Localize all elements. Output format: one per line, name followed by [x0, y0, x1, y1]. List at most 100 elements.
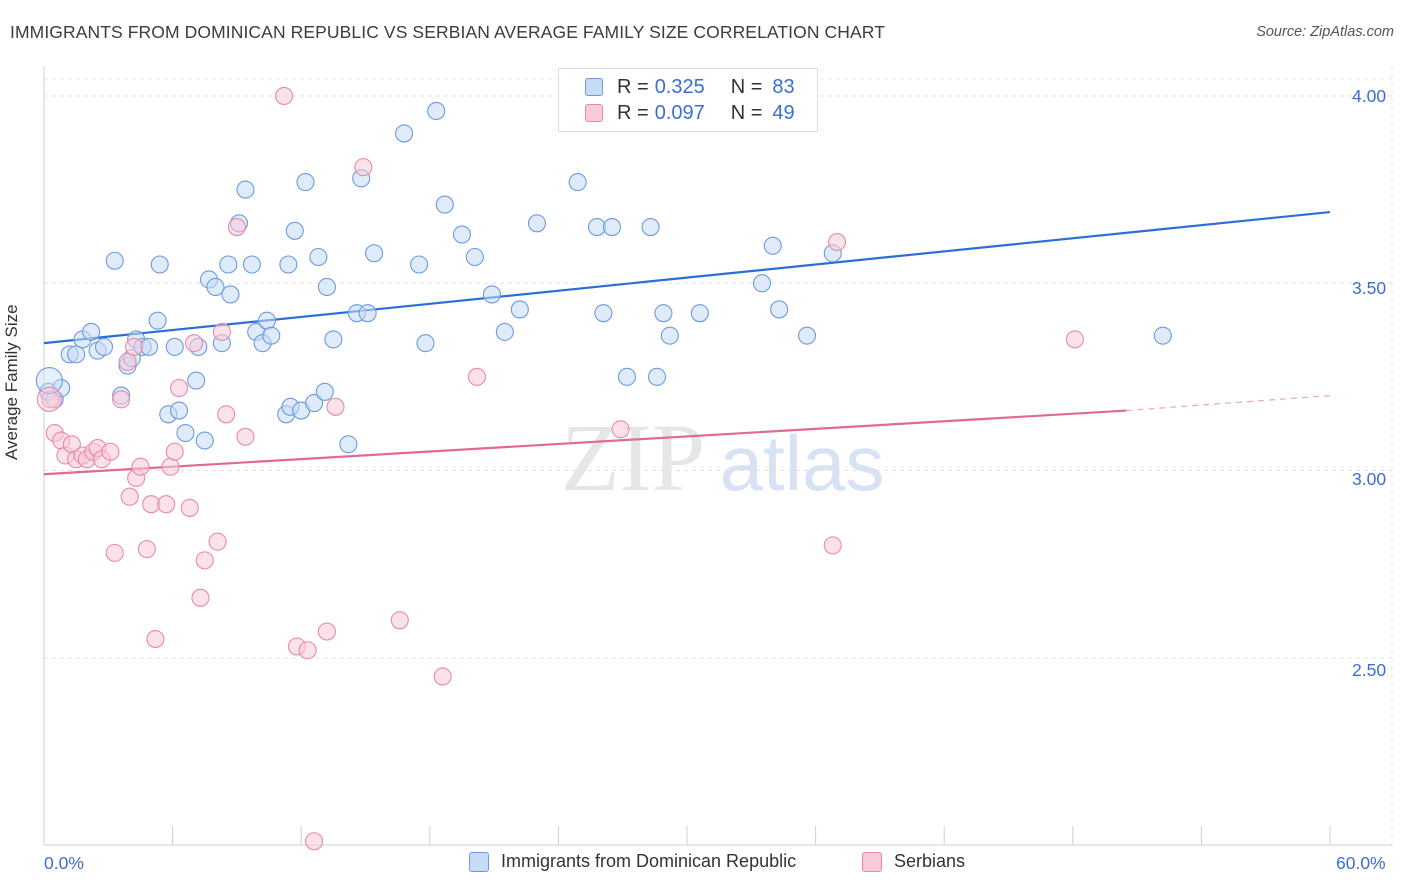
point-serbian [169, 379, 189, 398]
legend-n-label: N = [730, 101, 763, 124]
point-dominican [1153, 326, 1172, 345]
trend-extension-serbian [1126, 394, 1331, 412]
point-dominican [587, 217, 607, 237]
point-dominican [148, 311, 167, 330]
legend-swatch-serbian [585, 104, 603, 122]
point-dominican [416, 334, 435, 353]
point-serbian [298, 641, 317, 660]
point-dominican [309, 247, 328, 267]
x-tick-label-max: 60.0% [1336, 853, 1386, 873]
y-axis-label: Average Family Size [2, 304, 21, 460]
point-dominican [305, 394, 324, 413]
point-serbian [112, 390, 131, 409]
point-dominican [770, 300, 789, 319]
chart-title: IMMIGRANTS FROM DOMINICAN REPUBLIC VS SE… [10, 22, 886, 42]
trend-line-serbian [43, 409, 1127, 476]
point-dominican [617, 367, 637, 386]
series-legend-dominican[interactable]: Immigrants from Dominican Republic [469, 851, 796, 872]
x-tick-label-min: 0.0% [44, 853, 84, 873]
legend-row-dominican: R = 0.325 N = 83 [585, 75, 795, 99]
point-serbian [146, 629, 165, 649]
point-serbian [217, 405, 236, 424]
point-dominican [527, 214, 547, 233]
point-serbian [120, 487, 139, 506]
point-dominican [279, 255, 298, 274]
point-dominican [435, 195, 454, 214]
point-dominican [219, 255, 238, 274]
series-legend: Immigrants from Dominican Republic Serbi… [0, 851, 1406, 877]
point-dominican [257, 311, 276, 330]
point-serbian [36, 386, 62, 412]
point-serbian [275, 86, 294, 106]
point-dominican [410, 255, 429, 274]
point-dominican [169, 401, 189, 420]
point-dominican [236, 180, 255, 199]
point-serbian [137, 540, 156, 559]
legend-r-value-serbian: 0.097 [654, 101, 705, 124]
point-dominican [296, 173, 315, 192]
point-serbian [161, 457, 180, 476]
point-serbian [317, 622, 336, 641]
point-dominican [395, 124, 414, 143]
series-swatch-dominican [469, 851, 489, 872]
point-dominican [315, 382, 334, 401]
point-dominican [647, 367, 667, 386]
series-swatch-serbian [862, 851, 882, 872]
point-serbian [157, 495, 176, 514]
legend-r-value-dominican: 0.325 [654, 75, 705, 98]
legend-r-label: R = [617, 75, 649, 98]
point-dominican [35, 367, 63, 395]
point-serbian [467, 367, 487, 386]
point-dominican [602, 217, 622, 237]
correlation-legend: R = 0.325 N = 83 R = 0.097 N = 49 [558, 68, 818, 132]
data-points [35, 86, 1172, 851]
point-dominican [165, 337, 184, 356]
point-serbian [827, 232, 847, 252]
point-serbian [236, 427, 255, 446]
legend-n-label: N = [730, 75, 763, 98]
point-dominican [82, 322, 101, 341]
point-dominican [339, 435, 358, 454]
point-serbian [390, 611, 409, 630]
point-serbian [165, 442, 184, 461]
point-dominican [568, 173, 587, 192]
legend-r-label: R = [617, 101, 649, 124]
point-dominican [594, 304, 613, 323]
point-serbian [354, 158, 373, 177]
y-tick-label-3-00: 3.00 [1352, 469, 1387, 489]
point-serbian [124, 337, 144, 356]
point-dominican [94, 337, 114, 356]
point-serbian [208, 532, 227, 551]
point-dominican [187, 371, 206, 390]
y-tick-label-2-50: 2.50 [1352, 660, 1387, 680]
point-dominican [67, 345, 86, 364]
point-dominican [358, 304, 377, 323]
point-serbian [195, 551, 214, 570]
point-serbian [101, 442, 120, 461]
legend-n-value-dominican: 83 [772, 75, 795, 98]
point-serbian [41, 390, 60, 409]
point-dominican [797, 326, 817, 345]
series-legend-serbian[interactable]: Serbians [862, 851, 965, 872]
point-serbian [142, 495, 161, 514]
point-serbian [227, 217, 246, 237]
point-dominican [176, 423, 195, 443]
point-dominican [510, 300, 529, 319]
point-serbian [1065, 330, 1084, 349]
point-dominican [324, 330, 343, 349]
y-tick-label-3-50: 3.50 [1352, 278, 1387, 298]
point-serbian [180, 498, 199, 517]
point-serbian [131, 457, 150, 476]
point-dominican [242, 255, 261, 274]
series-name-dominican: Immigrants from Dominican Republic [501, 851, 797, 871]
legend-row-serbian: R = 0.097 N = 49 [585, 101, 795, 125]
point-dominican [654, 304, 673, 323]
watermark: ZIP atlas [561, 404, 884, 511]
point-serbian [184, 334, 204, 353]
point-serbian [105, 543, 124, 562]
point-serbian [212, 322, 231, 341]
point-serbian [326, 397, 345, 416]
series-name-serbian: Serbians [894, 851, 966, 871]
point-dominican [262, 326, 281, 345]
